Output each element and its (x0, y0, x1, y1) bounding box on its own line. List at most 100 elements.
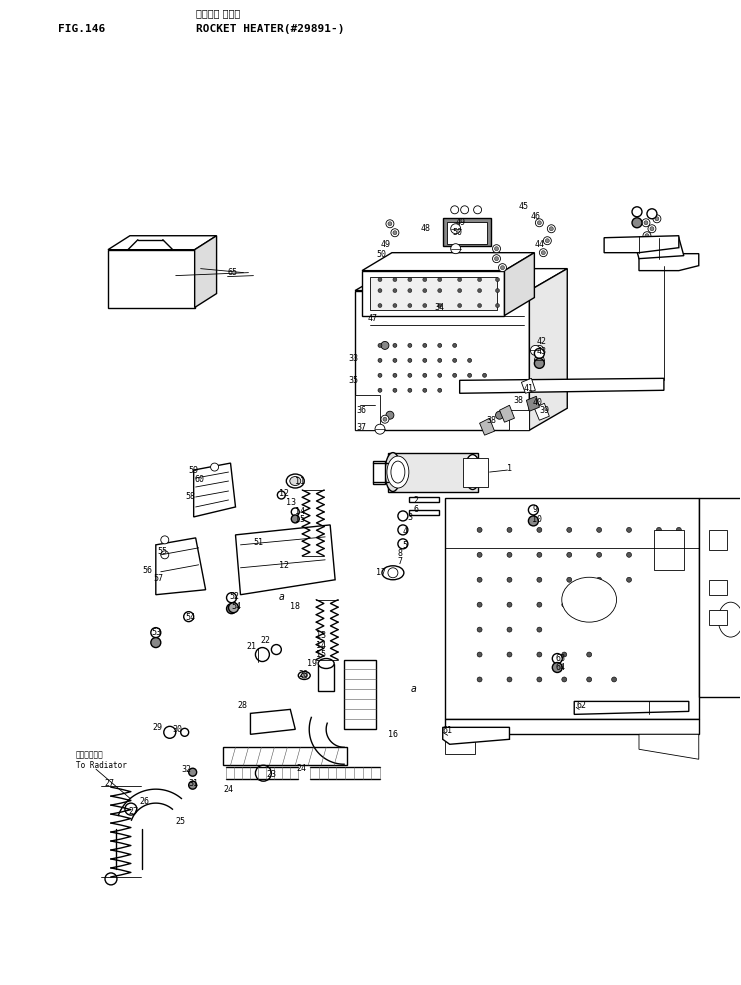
Text: 52: 52 (230, 592, 239, 601)
Text: 53: 53 (152, 628, 162, 637)
Circle shape (438, 278, 442, 282)
Circle shape (458, 289, 462, 293)
Text: 1: 1 (508, 464, 513, 473)
Text: 50: 50 (376, 250, 386, 259)
Circle shape (423, 388, 427, 392)
Circle shape (496, 411, 503, 420)
Text: 46: 46 (531, 213, 540, 222)
Text: 19: 19 (308, 659, 317, 668)
Text: 34: 34 (435, 303, 445, 312)
Circle shape (477, 527, 482, 532)
Polygon shape (373, 461, 385, 484)
Circle shape (493, 255, 500, 263)
Circle shape (536, 219, 543, 227)
Circle shape (393, 303, 397, 307)
Text: 7: 7 (398, 558, 403, 566)
Circle shape (391, 229, 399, 236)
Circle shape (393, 289, 397, 293)
Circle shape (256, 647, 270, 662)
Text: 12: 12 (279, 490, 289, 498)
Circle shape (597, 577, 602, 582)
Circle shape (677, 527, 681, 532)
Circle shape (477, 602, 482, 607)
Ellipse shape (562, 577, 617, 623)
Circle shape (383, 418, 387, 422)
Circle shape (507, 652, 512, 657)
Circle shape (531, 346, 540, 356)
Circle shape (537, 527, 542, 532)
Text: 51: 51 (253, 539, 264, 548)
Circle shape (438, 289, 442, 293)
Circle shape (507, 553, 512, 558)
Circle shape (438, 388, 442, 392)
Circle shape (478, 289, 482, 293)
Circle shape (644, 221, 648, 225)
Circle shape (611, 677, 617, 682)
Circle shape (567, 553, 572, 558)
Ellipse shape (391, 461, 405, 483)
Circle shape (151, 627, 161, 637)
Circle shape (388, 567, 398, 578)
Polygon shape (445, 719, 699, 734)
Text: 11: 11 (295, 477, 305, 486)
Circle shape (643, 231, 651, 239)
Circle shape (227, 604, 236, 614)
Circle shape (256, 765, 271, 781)
Circle shape (423, 289, 427, 293)
Text: 25: 25 (176, 817, 186, 825)
Circle shape (381, 416, 389, 424)
Text: 18: 18 (290, 602, 300, 611)
Circle shape (587, 652, 591, 657)
Text: 15: 15 (316, 650, 326, 659)
Circle shape (453, 373, 456, 377)
Circle shape (537, 627, 542, 632)
Text: 45: 45 (519, 202, 528, 212)
Polygon shape (708, 610, 727, 624)
Circle shape (438, 359, 442, 362)
Polygon shape (108, 235, 216, 249)
Circle shape (552, 663, 562, 673)
Text: 13: 13 (286, 498, 296, 507)
Circle shape (507, 577, 512, 582)
Circle shape (482, 373, 487, 377)
Circle shape (378, 373, 382, 377)
Polygon shape (522, 378, 536, 393)
Circle shape (376, 426, 384, 433)
Polygon shape (442, 218, 491, 245)
Circle shape (478, 303, 482, 307)
Text: 9: 9 (532, 505, 537, 514)
Ellipse shape (465, 455, 481, 490)
Text: 31: 31 (189, 779, 199, 788)
Circle shape (507, 527, 512, 532)
Text: To Radiator: To Radiator (76, 760, 127, 769)
Text: 42: 42 (536, 337, 546, 346)
Circle shape (453, 344, 456, 348)
Polygon shape (355, 291, 529, 430)
Circle shape (647, 209, 657, 219)
Text: 21: 21 (247, 642, 256, 651)
Text: 50: 50 (453, 229, 462, 237)
Polygon shape (459, 378, 664, 393)
Polygon shape (526, 396, 539, 411)
Circle shape (189, 768, 196, 776)
Circle shape (477, 553, 482, 558)
Polygon shape (529, 269, 568, 430)
Text: 30: 30 (173, 725, 183, 734)
Polygon shape (447, 222, 487, 243)
Text: 38: 38 (487, 416, 496, 425)
Circle shape (543, 236, 551, 244)
Circle shape (537, 577, 542, 582)
Text: 26: 26 (140, 797, 150, 806)
Circle shape (378, 427, 382, 431)
Ellipse shape (286, 474, 305, 488)
Circle shape (277, 491, 285, 499)
Text: 6: 6 (413, 505, 419, 514)
Circle shape (500, 266, 505, 270)
Circle shape (648, 225, 656, 232)
Text: 44: 44 (534, 240, 545, 249)
Circle shape (537, 652, 542, 657)
Text: 64: 64 (555, 663, 565, 672)
Circle shape (228, 603, 239, 613)
Circle shape (642, 219, 650, 227)
Circle shape (408, 303, 412, 307)
